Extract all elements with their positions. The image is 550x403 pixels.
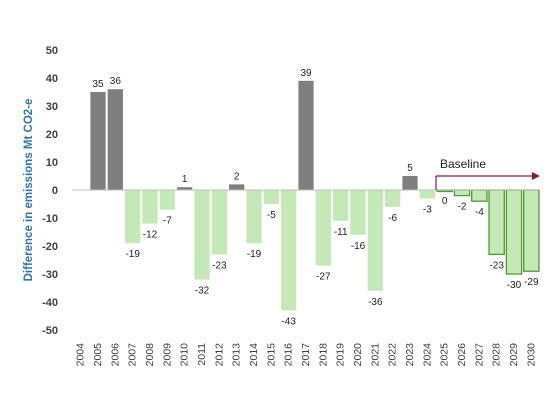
bar-2013 [229, 184, 245, 190]
bar-2008 [142, 190, 158, 224]
bar-2026 [453, 189, 471, 197]
x-tick-label: 2015 [265, 343, 277, 367]
bars [90, 80, 540, 311]
x-tick-labels: 2004 2005 2006 2007 2008 2009 2010 2011 2012 2013… [75, 343, 538, 367]
x-tick-label: 2029 [508, 343, 520, 367]
x-tick-label: 2020 [352, 343, 364, 367]
x-tick-label: 2022 [387, 343, 399, 367]
y-tick-labels: -50 -40 -30 -20 -10 0 10 20 30 40 50 [42, 45, 58, 337]
y-tick-label: 20 [46, 129, 58, 141]
bar-2030 [523, 189, 540, 272]
baseline-annotation: Baseline [435, 157, 540, 190]
data-label-2019: -11 [334, 227, 348, 238]
x-tick-label: 2030 [525, 343, 537, 367]
y-tick-label: 10 [46, 157, 58, 169]
bar-2028 [488, 189, 505, 256]
y-tick-label: -10 [42, 213, 58, 225]
bar-2007 [125, 190, 141, 244]
data-label-2016: -43 [281, 316, 296, 327]
bar-2015 [263, 190, 279, 204]
bar-2020 [350, 190, 366, 235]
data-label-2015: -5 [267, 210, 276, 221]
bar-2010 [177, 187, 193, 190]
x-tick-label: 2023 [404, 343, 416, 367]
y-tick-label: 50 [46, 45, 58, 57]
data-label-2023: 5 [407, 163, 413, 174]
data-label-2009: -7 [163, 216, 172, 227]
x-tick-label: 2016 [283, 343, 295, 367]
x-tick-label: 2026 [456, 343, 468, 367]
data-labels: 35 36-19-12-71-32-232-19-5-4339-27-11-16-… [92, 68, 539, 328]
data-label-2017: 39 [300, 68, 312, 79]
data-label-2027: -4 [475, 207, 484, 218]
data-label-2006: 36 [110, 76, 122, 87]
bar-2021 [367, 190, 383, 291]
x-tick-label: 2027 [473, 343, 485, 367]
y-axis-title: Difference in emissions Mt CO2-e [23, 99, 35, 282]
data-label-2024: -3 [423, 204, 432, 215]
data-label-2010: 1 [182, 174, 188, 185]
x-tick-label: 2021 [369, 343, 381, 367]
data-label-2029: -30 [507, 280, 522, 291]
data-label-2025: 0 [442, 196, 448, 207]
data-label-2014: -19 [247, 249, 262, 260]
bar-2012 [211, 190, 227, 255]
x-tick-label: 2019 [335, 343, 347, 367]
bar-2014 [246, 190, 262, 244]
x-tick-label: 2013 [231, 343, 243, 367]
x-tick-label: 2009 [161, 343, 173, 367]
y-tick-label: 30 [46, 101, 58, 113]
bar-2011 [194, 190, 210, 280]
bar-2027 [471, 189, 488, 202]
bar-2005 [90, 92, 106, 190]
bar-2017 [298, 80, 314, 190]
x-tick-label: 2014 [248, 343, 260, 367]
bar-2023 [402, 176, 418, 190]
data-label-2012: -23 [212, 260, 227, 271]
y-tick-label: -20 [42, 241, 58, 253]
bar-2024 [419, 190, 435, 199]
data-label-2007: -19 [125, 249, 140, 260]
x-tick-label: 2012 [213, 343, 225, 367]
x-tick-label: 2018 [317, 343, 329, 367]
x-tick-label: 2006 [109, 343, 121, 367]
bar-2018 [315, 190, 331, 266]
x-tick-label: 2008 [144, 343, 156, 367]
bar-2016 [281, 190, 297, 311]
bar-2029 [505, 189, 523, 275]
y-tick-label: -50 [42, 325, 58, 337]
data-label-2011: -32 [195, 286, 210, 297]
bar-2019 [333, 190, 349, 221]
x-tick-label: 2024 [421, 343, 433, 367]
data-label-2008: -12 [143, 230, 158, 241]
baseline-label: Baseline [440, 157, 486, 171]
x-tick-label: 2010 [179, 343, 191, 367]
y-tick-label: -40 [42, 297, 58, 309]
x-tick-label: 2017 [300, 343, 312, 367]
bar-2006 [107, 89, 123, 190]
data-label-2013: 2 [234, 171, 240, 182]
bar-2009 [159, 190, 175, 210]
y-axis-title-group: Difference in emissions Mt CO2-e [23, 99, 35, 282]
data-label-2018: -27 [316, 272, 331, 283]
x-tick-label: 2028 [491, 343, 503, 367]
x-tick-label: 2005 [92, 343, 104, 367]
baseline-arrow-head [532, 172, 540, 180]
y-tick-label: 0 [52, 185, 58, 197]
bar-2022 [385, 190, 401, 207]
data-label-2022: -6 [388, 213, 397, 224]
data-label-2005: 35 [92, 79, 104, 90]
data-label-2030: -29 [524, 277, 539, 288]
y-tick-label: 40 [46, 73, 58, 85]
x-tick-label: 2004 [75, 343, 87, 367]
y-tick-label: -30 [42, 269, 58, 281]
data-label-2026: -2 [458, 202, 467, 213]
data-label-2020: -16 [351, 241, 366, 252]
data-label-2028: -23 [489, 260, 504, 271]
x-tick-label: 2011 [196, 343, 208, 366]
data-label-2021: -36 [368, 297, 383, 308]
x-tick-label: 2007 [127, 343, 139, 367]
x-tick-label: 2025 [439, 343, 451, 367]
